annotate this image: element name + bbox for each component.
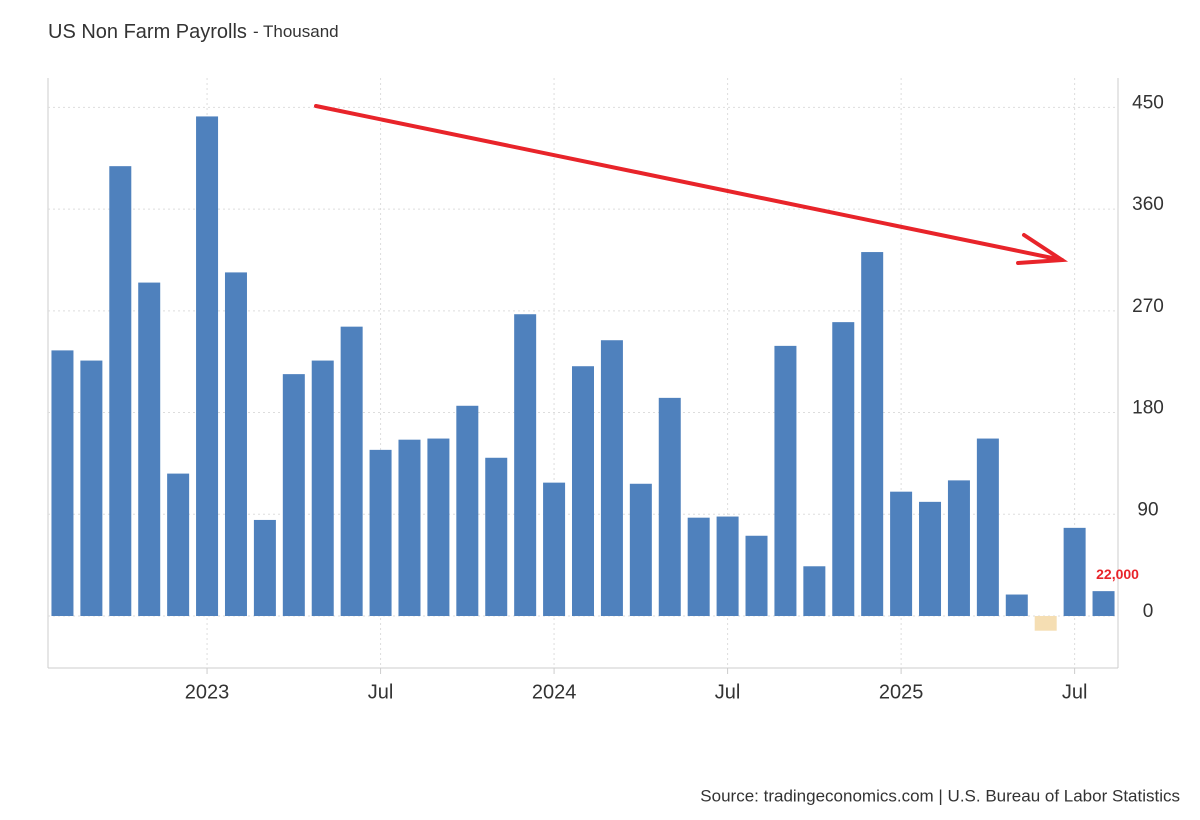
bar <box>253 519 276 617</box>
y-tick-label: 450 <box>1132 92 1164 113</box>
arrow-shaft <box>314 104 1064 262</box>
bar <box>138 282 161 617</box>
bar <box>196 116 219 617</box>
bar <box>456 405 479 617</box>
bar <box>716 516 739 617</box>
bar <box>543 482 566 617</box>
bar <box>1005 594 1028 617</box>
x-tick-label: Jul <box>368 681 394 703</box>
y-tick-label: 360 <box>1132 194 1164 215</box>
bar <box>947 480 970 617</box>
bar <box>514 314 537 617</box>
x-tick-label: Jul <box>715 681 741 703</box>
bar <box>311 360 334 617</box>
x-tick-label: 2023 <box>185 681 230 703</box>
bar <box>485 457 508 617</box>
bar <box>687 517 710 617</box>
bar <box>224 272 247 617</box>
y-tick-label: 270 <box>1132 296 1164 317</box>
bar <box>919 501 942 617</box>
bar <box>1034 616 1057 631</box>
title: US Non Farm Payrolls <box>48 21 247 43</box>
bar <box>861 252 884 617</box>
y-tick-label: 0 <box>1143 601 1154 622</box>
bar <box>1092 591 1115 617</box>
bar <box>369 449 392 617</box>
y-tick-label: 180 <box>1132 398 1164 419</box>
bar <box>803 566 826 617</box>
value-label: 22,000 <box>1096 566 1139 582</box>
chart-title: US Non Farm Payrolls - Thousand <box>48 21 339 43</box>
bar <box>51 350 74 617</box>
bar <box>832 322 855 617</box>
bar <box>1063 527 1086 617</box>
x-tick-label: 2025 <box>879 681 924 703</box>
bar <box>600 340 623 617</box>
bar <box>774 345 797 617</box>
bar <box>572 366 594 617</box>
bar <box>109 166 132 617</box>
bar <box>658 397 681 617</box>
y-tick-label: 90 <box>1137 499 1158 520</box>
bar <box>890 491 913 617</box>
bar <box>427 438 450 617</box>
plot-area: 0 90 180 270 360 450 2023 Jul 2024 Jul 2025 Jul 22,0… <box>47 78 1164 703</box>
bar <box>340 326 363 617</box>
x-tick-label: 2024 <box>532 681 577 703</box>
arrow-head <box>1016 233 1069 265</box>
bar <box>976 438 999 617</box>
bar <box>398 439 421 617</box>
bar <box>745 535 768 617</box>
bar <box>167 473 190 617</box>
bar <box>80 360 103 617</box>
trend-arrow <box>314 104 1069 265</box>
bar <box>629 483 652 617</box>
subtitle: - Thousand <box>253 22 339 41</box>
x-tick-label: Jul <box>1062 681 1088 703</box>
bar <box>282 374 305 617</box>
source: Source: tradingeconomics.com | U.S. Bure… <box>700 786 1180 805</box>
